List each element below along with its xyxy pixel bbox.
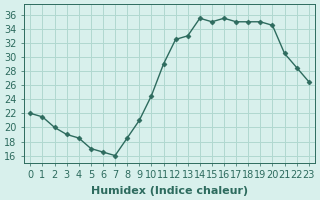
X-axis label: Humidex (Indice chaleur): Humidex (Indice chaleur)	[91, 186, 248, 196]
